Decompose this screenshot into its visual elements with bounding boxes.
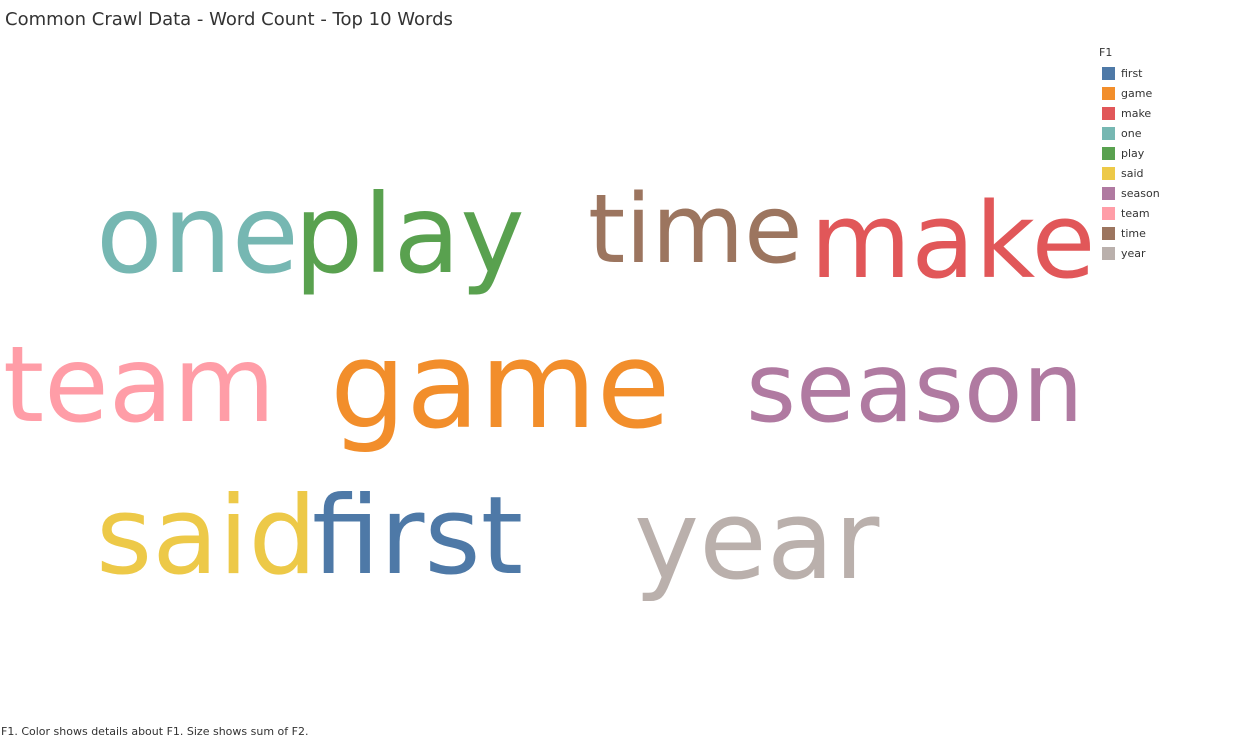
legend-swatch (1102, 106, 1115, 120)
legend-label: year (1121, 246, 1146, 260)
legend-swatch (1102, 66, 1115, 80)
legend-swatch (1102, 246, 1115, 260)
legend-label: play (1121, 146, 1145, 160)
legend-label: first (1121, 66, 1143, 80)
legend-label: team (1121, 206, 1150, 220)
legend-label: make (1121, 106, 1152, 120)
legend-swatch (1102, 186, 1115, 200)
legend-label: season (1121, 186, 1160, 200)
legend-label: said (1121, 166, 1144, 180)
legend-label: game (1121, 86, 1153, 100)
legend-item-play[interactable]: play (1099, 143, 1219, 163)
word-team: team (3, 324, 275, 446)
word-season: season (746, 332, 1084, 444)
legend-label: time (1121, 226, 1146, 240)
legend-item-one[interactable]: one (1099, 123, 1219, 143)
legend-swatch (1102, 86, 1115, 100)
legend-swatch (1102, 226, 1115, 240)
legend-items: first game make one play said season team time ye… (1099, 63, 1219, 263)
legend-swatch (1102, 166, 1115, 180)
word-make: make (810, 180, 1096, 302)
legend-item-game[interactable]: game (1099, 83, 1219, 103)
word-play: play (294, 171, 525, 298)
word-said: said (96, 474, 317, 599)
word-year: year (634, 476, 880, 604)
legend-item-make[interactable]: make (1099, 103, 1219, 123)
legend-item-season[interactable]: season (1099, 183, 1219, 203)
legend-label: one (1121, 126, 1142, 140)
word-game: game (330, 317, 670, 456)
legend-title: F1 (1099, 46, 1113, 59)
legend-item-time[interactable]: time (1099, 223, 1219, 243)
legend-item-first[interactable]: first (1099, 63, 1219, 83)
chart-title: Common Crawl Data - Word Count - Top 10 … (5, 9, 453, 30)
legend: F1 first game make one play said season team tim… (1099, 46, 1219, 263)
legend-item-year[interactable]: year (1099, 243, 1219, 263)
legend-item-said[interactable]: said (1099, 163, 1219, 183)
legend-item-team[interactable]: team (1099, 203, 1219, 223)
legend-swatch (1102, 206, 1115, 220)
chart-caption: F1. Color shows details about F1. Size s… (1, 725, 309, 738)
word-time: time (588, 175, 803, 285)
word-first: first (312, 474, 523, 599)
legend-swatch (1102, 126, 1115, 140)
word-one: one (96, 171, 299, 298)
legend-swatch (1102, 146, 1115, 160)
